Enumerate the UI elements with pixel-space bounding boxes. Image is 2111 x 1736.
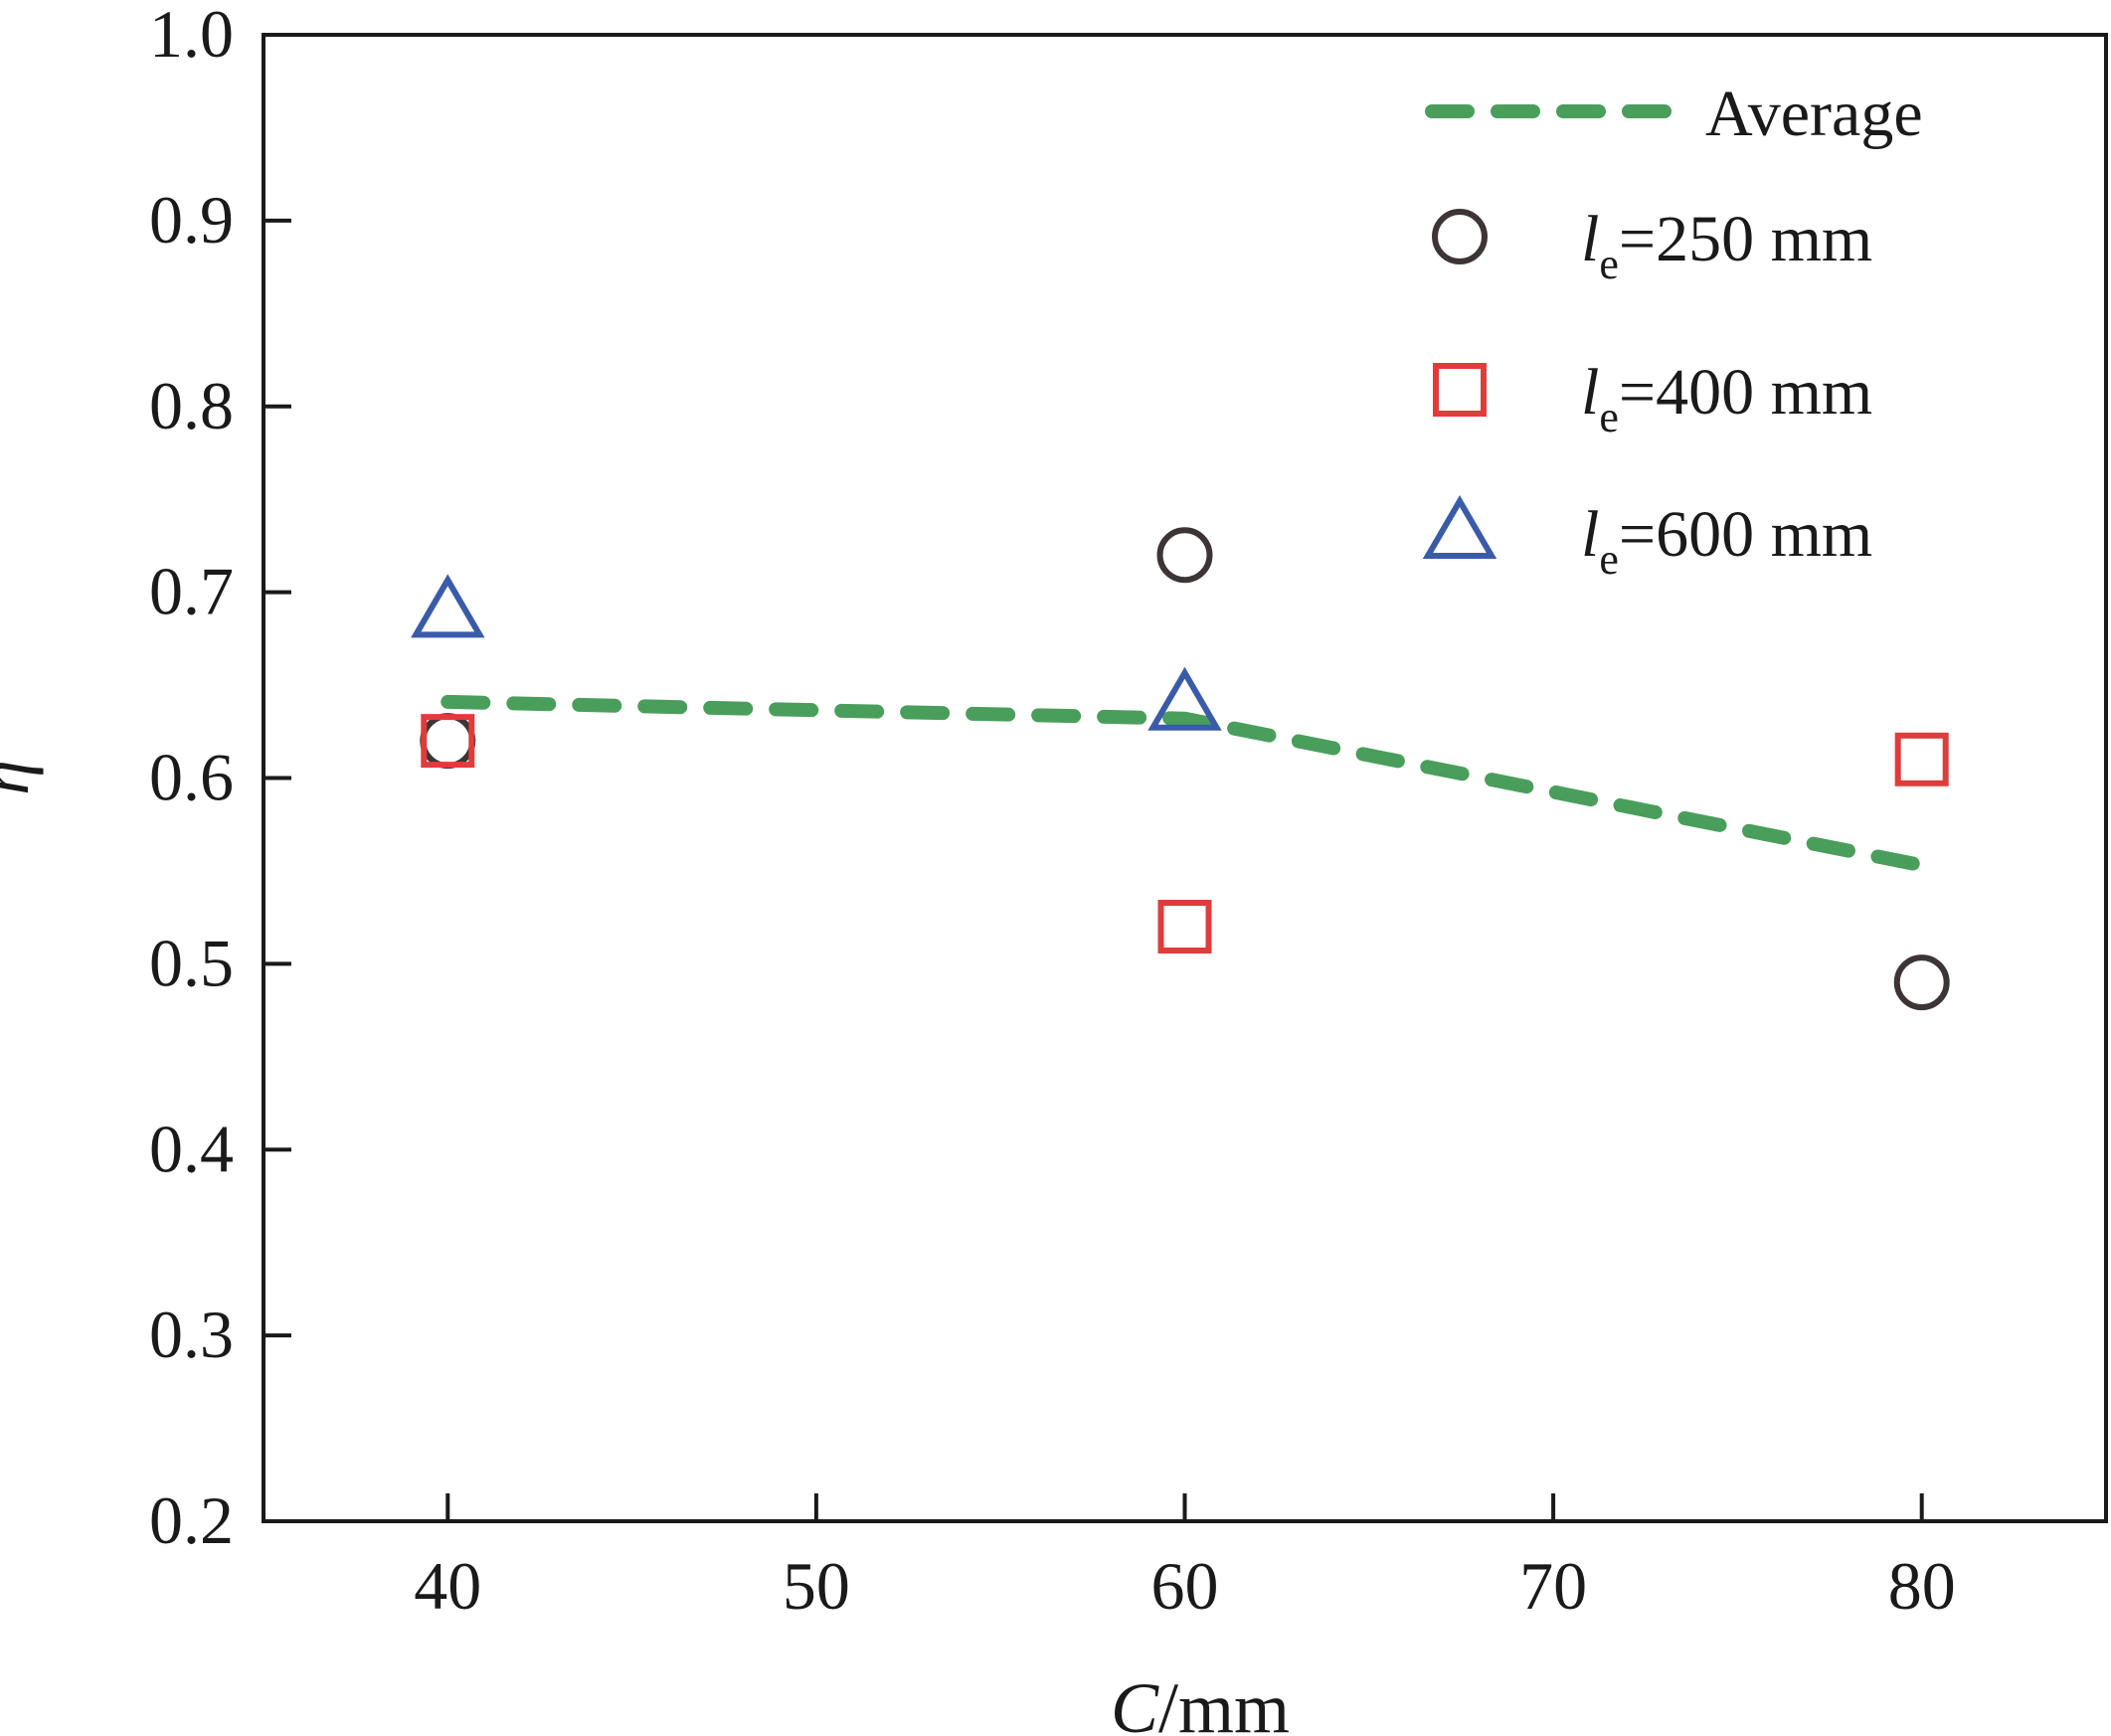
legend-label-circle: le=250 mm (1581, 203, 1872, 288)
x-tick-label-40: 40 (414, 1548, 481, 1624)
legend-label-rest: =600 mm (1619, 498, 1872, 571)
x-axis-label-var: C (1111, 1668, 1159, 1736)
point-circle-60 (1156, 527, 1213, 584)
y-tick-label-1: 0.3 (149, 1297, 234, 1372)
legend-label-rest: =250 mm (1619, 203, 1872, 275)
legend-label-var: l (1581, 356, 1599, 429)
legend-label-var: l (1581, 203, 1599, 275)
y-tick-label-7: 0.9 (149, 182, 234, 258)
y-tick-label-6: 0.8 (149, 368, 234, 443)
point-circle-40 (420, 713, 476, 770)
point-square-60 (1157, 900, 1212, 954)
point-circle-80 (1893, 955, 1950, 1011)
point-triangle-60 (1147, 666, 1222, 731)
legend-label-triangle: le=600 mm (1581, 498, 1872, 584)
point-square-80 (1894, 732, 1949, 786)
average-line (440, 694, 1929, 873)
y-tick-label-4: 0.6 (149, 740, 234, 815)
x-axis-label: C/mm (1111, 1668, 1290, 1736)
legend-label-rest: =400 mm (1619, 356, 1872, 429)
y-axis-label: η (0, 760, 44, 795)
x-tick-label-50: 50 (783, 1548, 850, 1624)
point-square-40 (421, 714, 475, 769)
marker-layer (411, 527, 1950, 1011)
legend-label-sub: e (1599, 240, 1619, 288)
y-tick-label-0: 0.2 (149, 1482, 234, 1558)
legend-marker-circle (1432, 209, 1488, 264)
x-tick-label-80: 80 (1888, 1548, 1956, 1624)
legend-marker-triangle (1422, 495, 1497, 559)
x-tick-label-70: 70 (1519, 1548, 1587, 1624)
y-tick-label-5: 0.7 (149, 554, 234, 629)
legend-label-sub: e (1599, 393, 1619, 441)
y-tick-label-3: 0.5 (149, 925, 234, 1000)
legend-marker-square (1433, 363, 1487, 417)
y-tick-label-8: 1.0 (149, 0, 234, 72)
axis-ticks: 40 50 60 70 80 0.2 0.3 0.4 0.5 0.6 0.7 0.8 0.9 1.0 (149, 0, 1956, 1624)
x-tick-label-60: 60 (1151, 1548, 1219, 1624)
y-tick-label-2: 0.4 (149, 1111, 234, 1186)
average-line-layer (440, 694, 1929, 873)
legend-label-var: l (1581, 498, 1599, 571)
legend-label-square: le=400 mm (1581, 356, 1872, 441)
point-triangle-40 (411, 574, 485, 638)
x-axis-label-unit: /mm (1158, 1668, 1290, 1736)
legend-average-label: Average (1705, 78, 1923, 150)
legend-label-sub: e (1599, 535, 1619, 584)
